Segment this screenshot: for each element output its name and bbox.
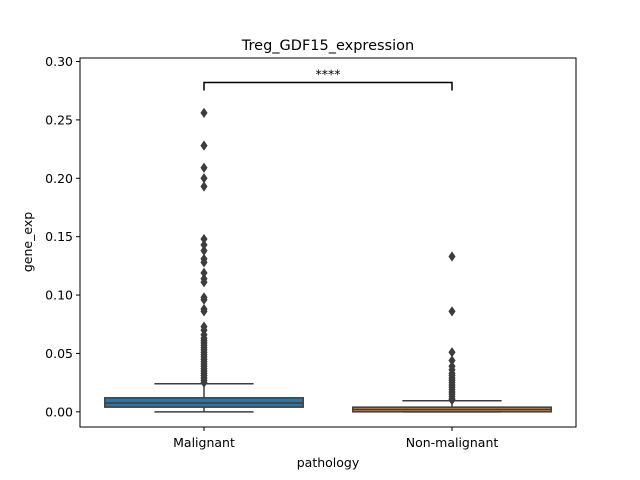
y-tick-label: 0.05 (45, 346, 73, 361)
outlier-point (448, 395, 456, 406)
box-group-non-malignant (352, 251, 552, 413)
significance-bracket (203, 81, 453, 91)
axes-frame (79, 57, 577, 428)
y-tick-label: 0.20 (45, 171, 73, 186)
y-tick-label: 0.30 (45, 54, 73, 69)
outlier-point (200, 306, 208, 317)
y-tick-label: 0.00 (45, 404, 73, 419)
outlier-point (200, 140, 208, 151)
outlier-point (448, 306, 456, 317)
outlier-point (200, 257, 208, 268)
outlier-point (200, 162, 208, 173)
y-tick-label: 0.15 (45, 229, 73, 244)
plot-area: 0.00 0.05 0.10 0.15 0.20 0.25 0.30 Malignant Non… (45, 54, 552, 450)
box-group-malignant (104, 107, 304, 413)
x-axis-label: pathology (297, 455, 360, 470)
y-tick-label: 0.10 (45, 288, 73, 303)
chart-title: Treg_GDF15_expression (241, 38, 414, 54)
x-tick-label: Malignant (173, 435, 235, 450)
outlier-point (200, 107, 208, 119)
y-axis-label: gene_exp (20, 212, 35, 272)
outlier-point (200, 181, 208, 192)
outlier-point (200, 277, 208, 288)
x-tick-label: Non-malignant (406, 435, 499, 450)
y-tick-label: 0.25 (45, 112, 73, 127)
outlier-point (448, 251, 456, 262)
significance-label: **** (316, 67, 341, 82)
outlier-point (200, 377, 208, 388)
